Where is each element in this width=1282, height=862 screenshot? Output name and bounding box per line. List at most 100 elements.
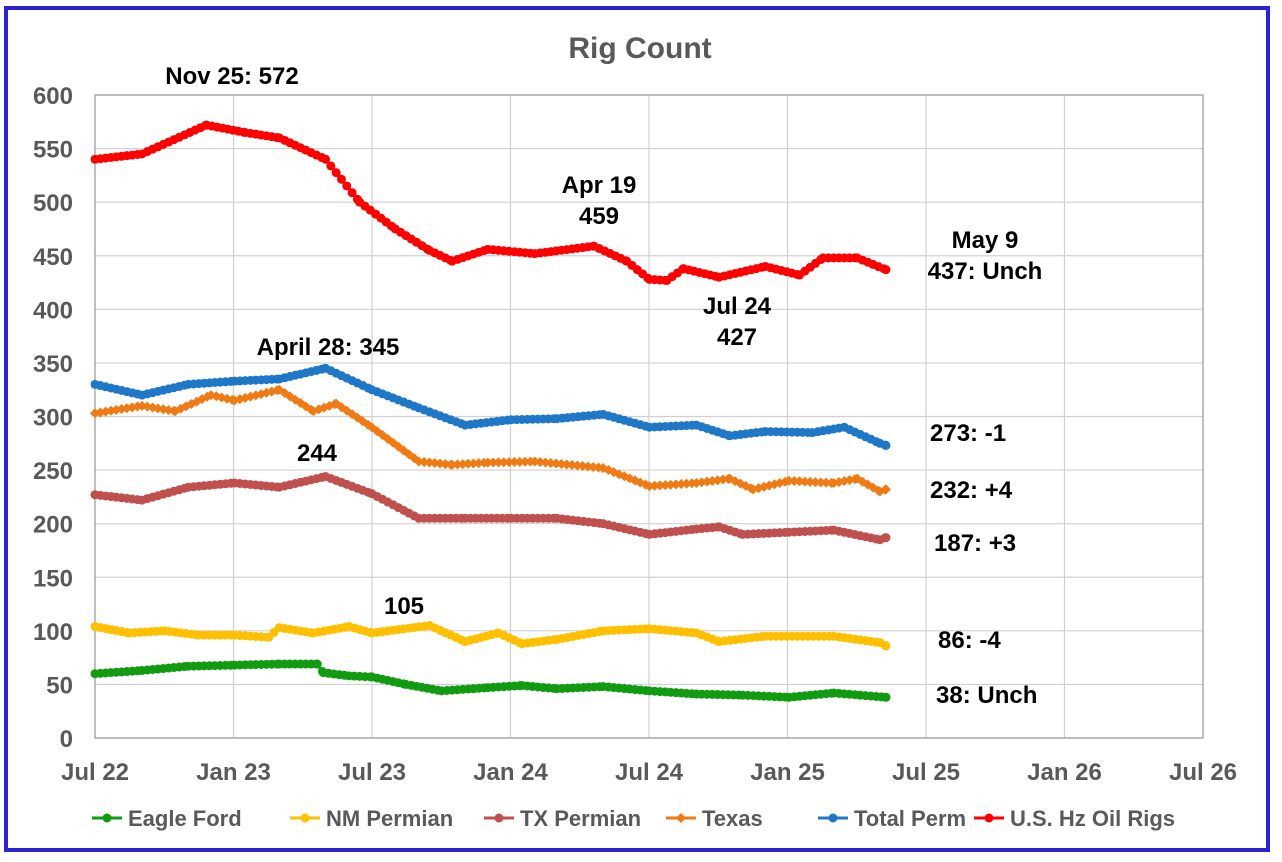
- annotation-105: 105: [384, 593, 424, 620]
- data-point: [493, 457, 504, 468]
- legend-entry: NM Permian: [290, 806, 453, 831]
- chart-frame: [4, 6, 1270, 852]
- y-tick-label: 100: [33, 619, 73, 646]
- y-tick-label: 200: [33, 512, 73, 539]
- legend-swatch-marker: [300, 813, 310, 823]
- data-point: [815, 477, 826, 488]
- y-tick-label: 450: [33, 244, 73, 271]
- annotation-apr19-date: Apr 19: [562, 172, 637, 199]
- data-point: [488, 457, 499, 468]
- data-point: [880, 484, 891, 495]
- data-point: [482, 457, 493, 468]
- annotation-eagle-ford-latest: 38: Unch: [936, 682, 1037, 709]
- y-tick-label: 600: [33, 83, 73, 110]
- legend-label: TX Permian: [520, 806, 641, 831]
- x-tick-label: Jul 26: [1169, 759, 1237, 786]
- annotation-nov25: Nov 25: 572: [165, 63, 298, 90]
- data-point: [881, 440, 891, 450]
- data-point: [783, 475, 794, 486]
- legend-swatch-marker: [828, 813, 838, 823]
- grid-lines: [94, 94, 1204, 739]
- data-point: [326, 161, 336, 171]
- legend-entry: TX Permian: [484, 806, 641, 831]
- annotation-244: 244: [297, 440, 338, 467]
- x-tick-label: Jul 23: [338, 759, 406, 786]
- y-tick-label: 300: [33, 405, 73, 432]
- x-tick-label: Jul 24: [615, 759, 684, 786]
- annotation-april28: April 28: 345: [257, 334, 400, 361]
- y-tick-label: 50: [46, 672, 73, 699]
- data-point: [250, 390, 261, 401]
- x-axis: Jul 22 Jan 23 Jul 23 Jan 24 Jul 24 Jan 25 Jul …: [61, 759, 1237, 786]
- data-point: [810, 477, 821, 488]
- data-point: [794, 476, 805, 487]
- y-tick-label: 150: [33, 565, 73, 592]
- annotation-jul24-value: 427: [717, 324, 757, 351]
- y-tick-label: 250: [33, 458, 73, 485]
- annotation-tx-permian-latest: 187: +3: [934, 530, 1016, 557]
- legend-label: Total Perm: [854, 806, 966, 831]
- data-point: [520, 456, 531, 467]
- legend-label: Eagle Ford: [128, 806, 242, 831]
- data-point: [342, 181, 352, 191]
- annotations: Nov 25: 572 Apr 19 459 Jul 24 427 May 9 …: [165, 63, 1042, 709]
- x-tick-label: Jan 25: [750, 759, 825, 786]
- data-point: [312, 659, 322, 669]
- data-point: [799, 476, 810, 487]
- annotation-nm-permian-latest: 86: -4: [938, 627, 1001, 654]
- data-point: [789, 476, 800, 487]
- x-tick-label: Jul 25: [892, 759, 960, 786]
- y-tick-label: 500: [33, 190, 73, 217]
- annotation-apr19-value: 459: [579, 203, 619, 230]
- legend-entry: U.S. Hz Oil Rigs: [974, 806, 1175, 831]
- data-point: [881, 265, 891, 275]
- annotation-total-perm-latest: 273: -1: [930, 420, 1006, 447]
- legend-swatch-marker: [494, 813, 504, 823]
- series-line: [94, 388, 887, 494]
- data-point: [321, 154, 331, 164]
- data-point: [881, 533, 891, 543]
- y-axis: 0 50 100 150 200 250 300 350 400 450 500 550 600: [33, 83, 73, 753]
- legend-label: Texas: [702, 806, 763, 831]
- series-total-perm: [90, 363, 891, 450]
- series-tx-permian: [90, 472, 891, 545]
- x-tick-label: Jan 24: [473, 759, 548, 786]
- legend-label: NM Permian: [326, 806, 453, 831]
- legend-label: U.S. Hz Oil Rigs: [1010, 806, 1175, 831]
- annotation-hz-latest: 437: Unch: [928, 258, 1043, 285]
- series-texas: [90, 384, 891, 497]
- legend-entry: Total Perm: [818, 806, 966, 831]
- legend-swatch-marker: [984, 813, 994, 823]
- legend-entry: Texas: [666, 806, 763, 831]
- data-point: [805, 476, 816, 487]
- series-u-s-hz-oil-rigs: [90, 120, 891, 285]
- data-point: [821, 477, 832, 488]
- data-point: [509, 456, 520, 467]
- series-eagle-ford: [90, 659, 891, 702]
- annotation-texas-latest: 232: +4: [930, 477, 1013, 504]
- data-point: [881, 641, 891, 651]
- series-nm-permian: [90, 620, 891, 651]
- data-point: [881, 692, 891, 702]
- chart-title: Rig Count: [568, 32, 711, 65]
- x-tick-label: Jul 22: [61, 759, 129, 786]
- annotation-jul24-date: Jul 24: [703, 293, 772, 320]
- legend-swatch-marker: [676, 813, 686, 823]
- x-tick-label: Jan 23: [196, 759, 271, 786]
- x-tick-label: Jan 26: [1027, 759, 1102, 786]
- data-point: [514, 456, 525, 467]
- annotation-may9-date: May 9: [952, 227, 1019, 254]
- y-tick-label: 550: [33, 137, 73, 164]
- data-point: [504, 457, 515, 468]
- data-point: [347, 188, 357, 198]
- series-layer: [90, 120, 891, 702]
- legend: Eagle Ford NM Permian TX Permian Texas Total…: [92, 806, 1175, 831]
- y-tick-label: 0: [60, 726, 73, 753]
- legend-entry: Eagle Ford: [92, 806, 242, 831]
- data-point: [498, 457, 509, 468]
- y-tick-label: 350: [33, 351, 73, 378]
- data-point: [336, 174, 346, 184]
- y-tick-label: 400: [33, 297, 73, 324]
- data-point: [331, 168, 341, 178]
